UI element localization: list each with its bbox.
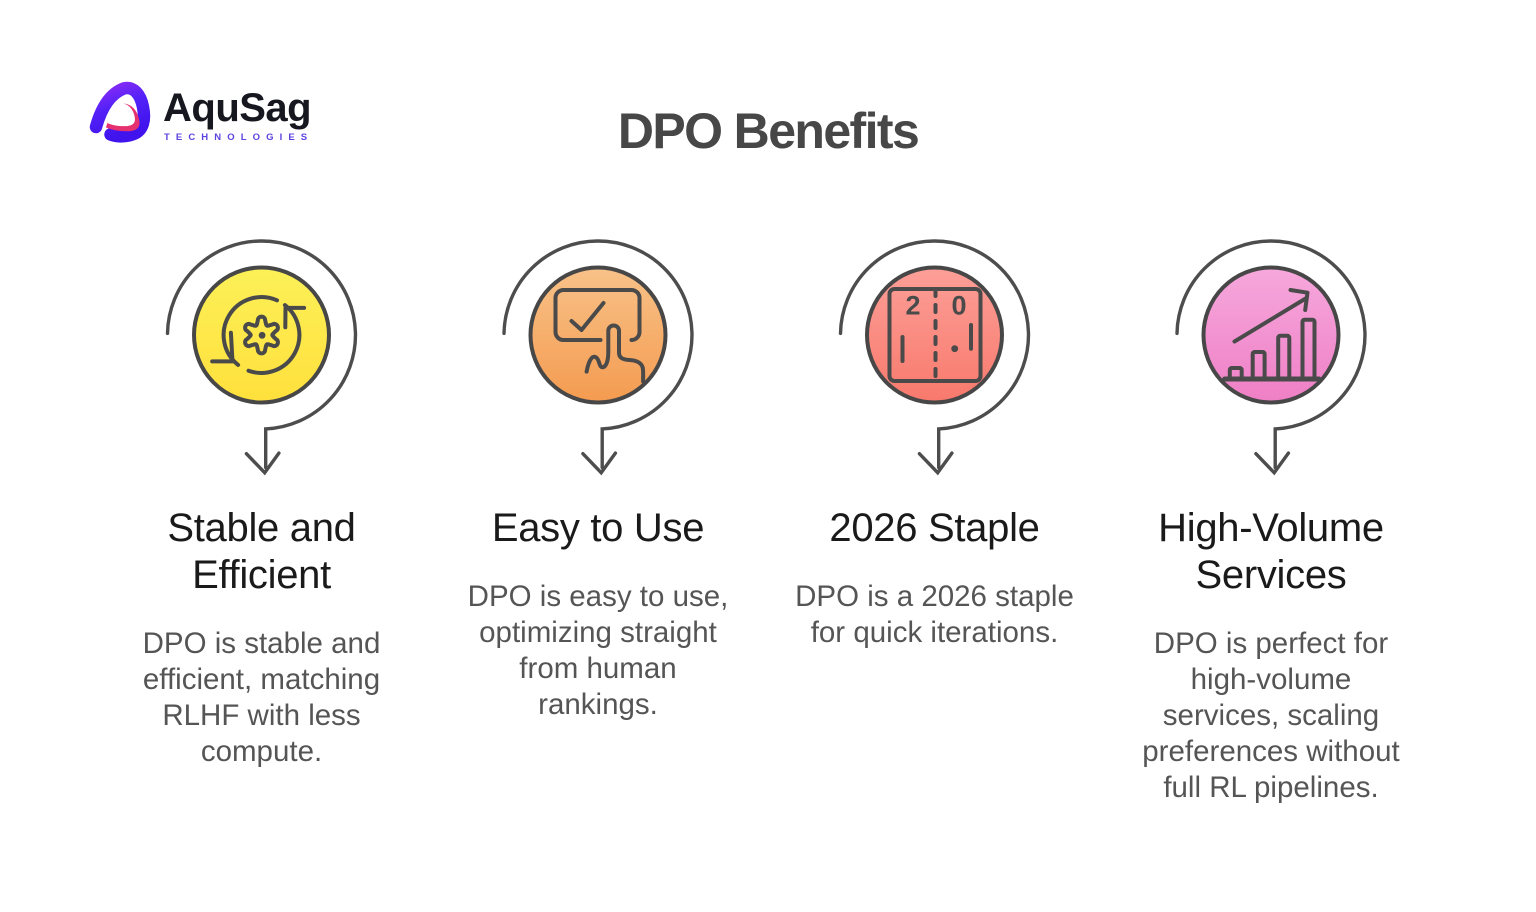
svg-text:0: 0 [951,291,966,321]
svg-text:2: 2 [905,291,920,321]
